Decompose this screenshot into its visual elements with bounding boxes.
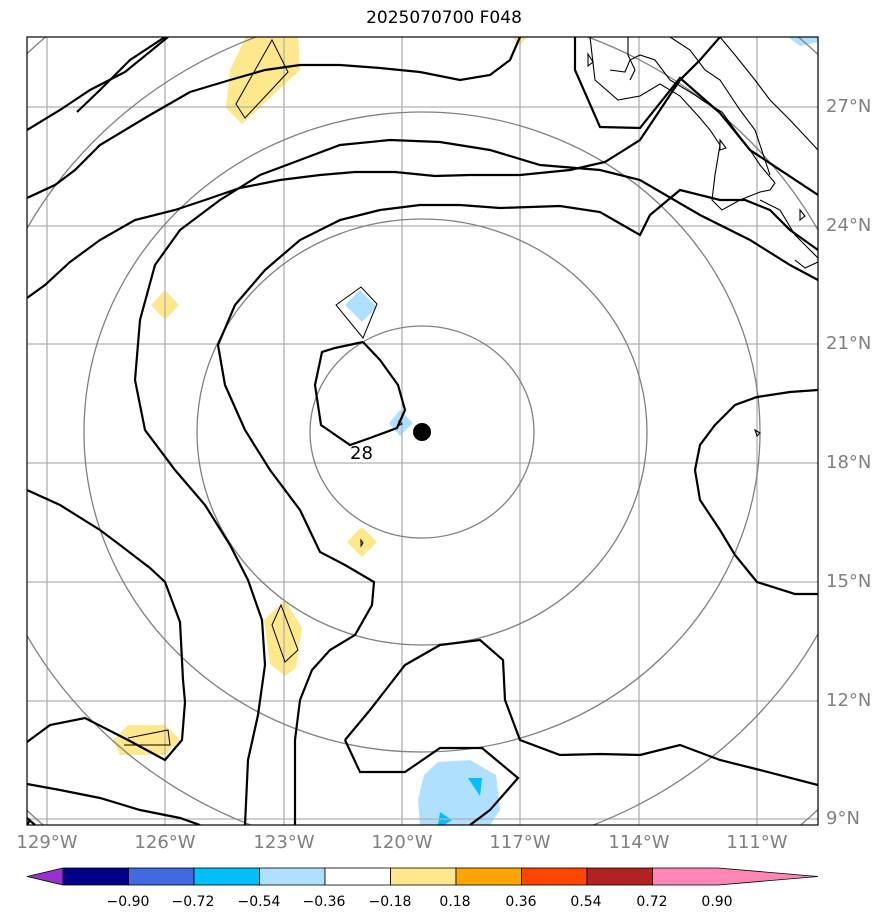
map-title: 2025070700 F048 bbox=[366, 8, 522, 28]
lon-label-126w: 126°W bbox=[134, 832, 196, 853]
negative-fill-south bbox=[418, 760, 500, 825]
colorbar-segment bbox=[586, 867, 653, 886]
thin-contours bbox=[124, 38, 403, 746]
colorbar-tick-label: −0.72 bbox=[171, 894, 215, 910]
colorbar-segment bbox=[259, 867, 326, 886]
colorbar-tick-label: 0.54 bbox=[570, 894, 602, 910]
colorbar bbox=[26, 867, 819, 886]
storm-center-marker bbox=[413, 423, 431, 441]
lat-label-15n: 15°N bbox=[826, 571, 872, 592]
colorbar-segment bbox=[193, 867, 260, 886]
positive-fill-north bbox=[226, 37, 300, 124]
colorbar-segment bbox=[455, 867, 522, 886]
lat-label-18n: 18°N bbox=[826, 452, 872, 473]
graticule bbox=[27, 37, 818, 825]
colorbar-tick-label: −0.90 bbox=[106, 894, 150, 910]
coastline bbox=[587, 37, 818, 438]
lon-label-117w: 117°W bbox=[489, 832, 551, 853]
lat-label-27n: 27°N bbox=[826, 96, 872, 117]
negative-fill-22n bbox=[345, 290, 377, 322]
colorbar-tick-label: 0.72 bbox=[636, 894, 668, 910]
colorbar-segment bbox=[324, 867, 391, 886]
height-contours bbox=[27, 37, 818, 825]
colorbar-tick-label: 0.36 bbox=[505, 894, 537, 910]
contour-label: 28 bbox=[350, 443, 373, 464]
positive-anomaly-fills bbox=[113, 37, 527, 755]
lon-label-129w: 129°W bbox=[16, 832, 78, 853]
colorbar-segment bbox=[62, 867, 129, 886]
colorbar-segment bbox=[521, 867, 588, 886]
colorbar-segment bbox=[128, 867, 195, 886]
colorbar-tick-label: 0.90 bbox=[701, 894, 733, 910]
colorbar-extend-min bbox=[26, 867, 64, 886]
lon-label-114w: 114°W bbox=[608, 832, 670, 853]
map-frame bbox=[26, 36, 819, 826]
colorbar-extend-max bbox=[652, 867, 819, 886]
positive-fill-11n bbox=[113, 725, 180, 755]
colorbar-tick-label: −0.18 bbox=[368, 894, 412, 910]
colorbar-tick-label: −0.54 bbox=[237, 894, 281, 910]
colorbar-tick-label: −0.36 bbox=[302, 894, 346, 910]
colorbar-tick-label: 0.18 bbox=[439, 894, 471, 910]
lat-label-24n: 24°N bbox=[826, 215, 872, 236]
lat-label-12n: 12°N bbox=[826, 690, 872, 711]
lat-label-9n: 9°N bbox=[826, 808, 860, 829]
negative-fill-south-strong bbox=[438, 778, 482, 825]
colorbar-segment bbox=[390, 867, 457, 886]
lon-label-120w: 120°W bbox=[371, 832, 433, 853]
lat-label-21n: 21°N bbox=[826, 333, 872, 354]
positive-fill-13n bbox=[264, 600, 302, 676]
lon-label-123w: 123°W bbox=[253, 832, 315, 853]
lon-label-111w: 111°W bbox=[726, 832, 788, 853]
